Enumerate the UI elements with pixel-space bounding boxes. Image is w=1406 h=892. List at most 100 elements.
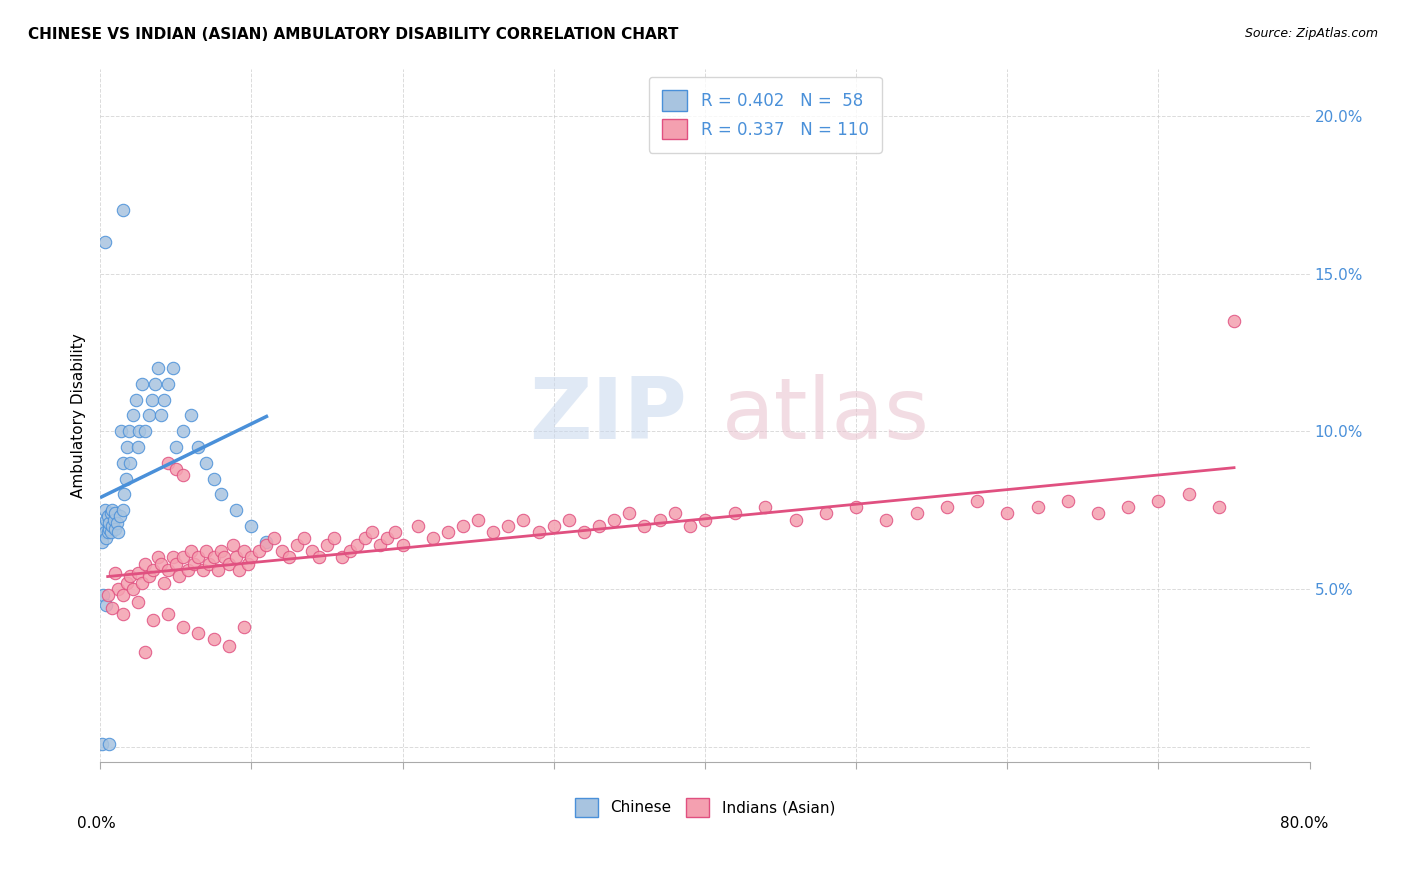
Point: [451, 519, 474, 533]
Point: [270, 544, 292, 558]
Point: [202, 472, 225, 486]
Point: [225, 503, 247, 517]
Point: [308, 550, 330, 565]
Point: [149, 409, 172, 423]
Point: [111, 607, 134, 622]
Point: [172, 424, 194, 438]
Point: [117, 575, 139, 590]
Point: [422, 532, 444, 546]
Point: [391, 538, 413, 552]
Point: [134, 645, 156, 659]
Point: [194, 544, 217, 558]
Point: [93, 235, 115, 249]
Point: [588, 519, 610, 533]
Point: [1026, 500, 1049, 514]
Point: [183, 557, 205, 571]
Point: [103, 512, 125, 526]
Point: [101, 519, 124, 533]
Point: [240, 550, 263, 565]
Point: [146, 361, 169, 376]
Point: [125, 392, 148, 407]
Point: [172, 468, 194, 483]
Point: [693, 512, 716, 526]
Point: [134, 557, 156, 571]
Point: [152, 392, 174, 407]
Point: [100, 525, 122, 540]
Point: [633, 519, 655, 533]
Point: [172, 620, 194, 634]
Point: [209, 487, 232, 501]
Point: [127, 566, 149, 581]
Point: [141, 392, 163, 407]
Point: [377, 532, 399, 546]
Point: [111, 588, 134, 602]
Point: [437, 525, 460, 540]
Point: [162, 550, 184, 565]
Point: [98, 522, 121, 536]
Text: 80.0%: 80.0%: [1281, 816, 1329, 830]
Point: [966, 493, 988, 508]
Point: [96, 512, 118, 526]
Point: [180, 544, 202, 558]
Point: [512, 512, 534, 526]
Point: [558, 512, 581, 526]
Point: [256, 534, 278, 549]
Point: [187, 440, 209, 454]
Point: [353, 532, 375, 546]
Point: [90, 737, 112, 751]
Point: [368, 538, 391, 552]
Point: [228, 563, 250, 577]
Text: atlas: atlas: [721, 374, 929, 457]
Point: [285, 538, 308, 552]
Point: [142, 614, 165, 628]
Point: [146, 550, 169, 565]
Point: [247, 544, 270, 558]
Point: [187, 626, 209, 640]
Point: [256, 538, 278, 552]
Point: [845, 500, 868, 514]
Point: [112, 487, 135, 501]
Point: [98, 737, 121, 751]
Point: [278, 550, 301, 565]
Point: [361, 525, 384, 540]
Legend: Chinese, Indians (Asian): Chinese, Indians (Asian): [567, 790, 842, 824]
Point: [218, 557, 240, 571]
Point: [263, 532, 285, 546]
Point: [93, 503, 115, 517]
Text: Source: ZipAtlas.com: Source: ZipAtlas.com: [1244, 27, 1378, 40]
Point: [97, 588, 120, 602]
Point: [232, 620, 254, 634]
Point: [935, 500, 957, 514]
Point: [995, 506, 1018, 520]
Point: [202, 550, 225, 565]
Point: [785, 512, 807, 526]
Point: [527, 525, 550, 540]
Point: [875, 512, 897, 526]
Point: [118, 424, 141, 438]
Point: [134, 424, 156, 438]
Point: [323, 532, 346, 546]
Point: [482, 525, 505, 540]
Point: [724, 506, 747, 520]
Point: [128, 424, 150, 438]
Point: [110, 424, 132, 438]
Point: [232, 544, 254, 558]
Point: [619, 506, 641, 520]
Point: [142, 563, 165, 577]
Point: [100, 506, 122, 520]
Point: [138, 569, 160, 583]
Point: [202, 632, 225, 647]
Point: [1147, 493, 1170, 508]
Text: 0.0%: 0.0%: [77, 816, 117, 830]
Point: [157, 376, 180, 391]
Point: [131, 376, 153, 391]
Point: [198, 557, 221, 571]
Point: [131, 575, 153, 590]
Point: [104, 522, 127, 536]
Point: [138, 409, 160, 423]
Point: [222, 538, 245, 552]
Point: [814, 506, 837, 520]
Point: [127, 594, 149, 608]
Point: [91, 519, 114, 533]
Point: [180, 409, 202, 423]
